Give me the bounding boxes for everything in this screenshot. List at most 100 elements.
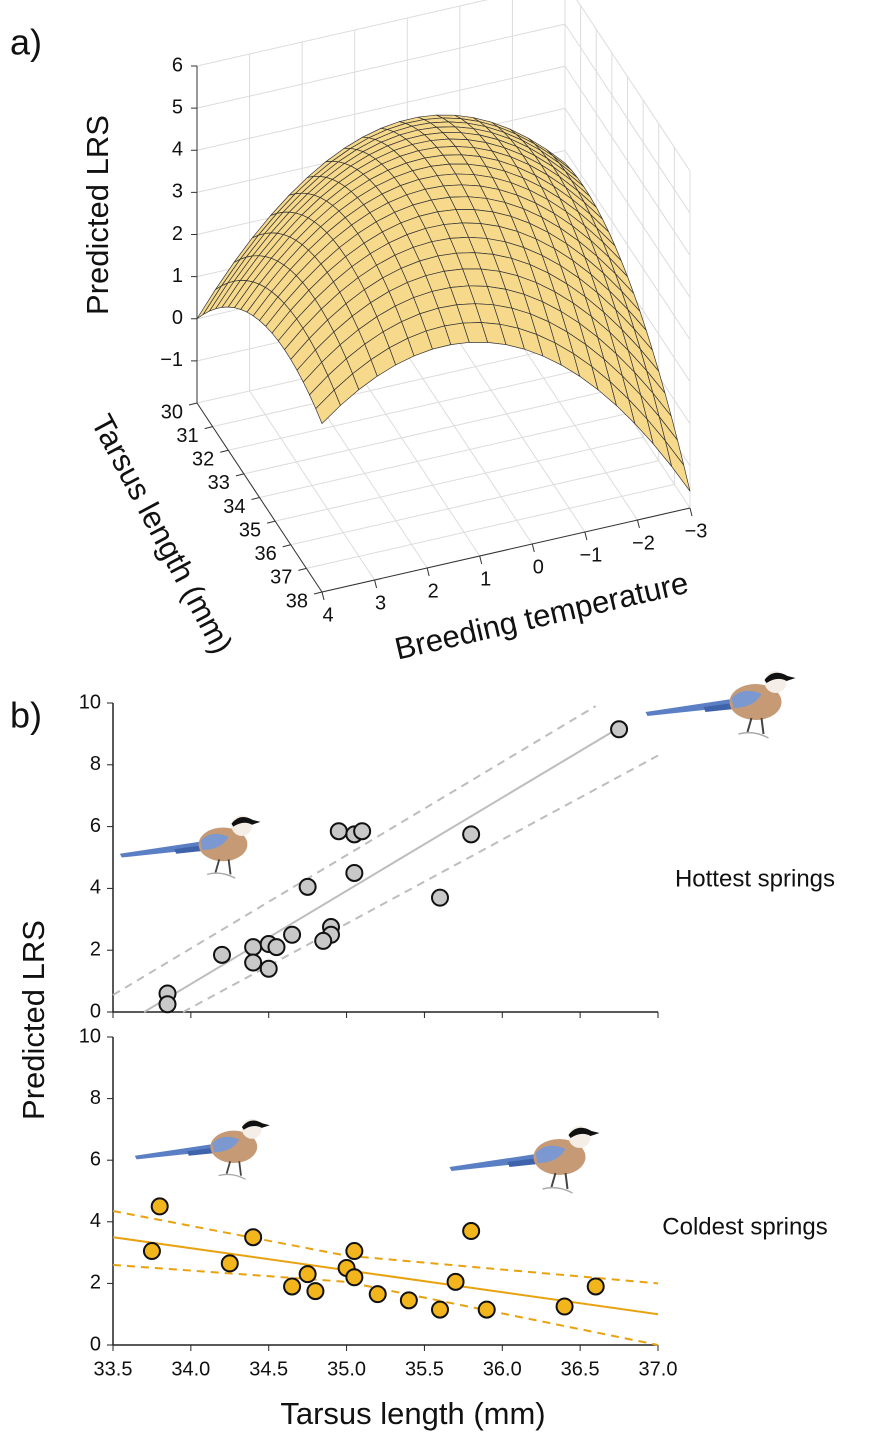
- y-tick-label: 4: [322, 604, 333, 626]
- x-tick-label: 37: [270, 567, 292, 589]
- tick-mark: [689, 507, 693, 517]
- y-tick-label: 1: [480, 568, 491, 590]
- point: [306, 1282, 325, 1301]
- point: [142, 1242, 161, 1261]
- grid-line: [196, 0, 489, 67]
- bird-illustration: [133, 1117, 271, 1181]
- x-tick-label: 31: [176, 425, 198, 447]
- point: [399, 1291, 418, 1310]
- z-tick-label: 4: [172, 139, 183, 161]
- point: [477, 1300, 496, 1319]
- point: [213, 945, 231, 964]
- point: [329, 822, 348, 841]
- point: [244, 1228, 263, 1247]
- grid-line: [212, 342, 581, 428]
- confidence-band: [112, 705, 597, 996]
- tick-mark: [251, 497, 260, 500]
- y-axis: [321, 507, 691, 593]
- y-tick-label: 0: [533, 556, 544, 578]
- point: [244, 953, 263, 972]
- x-tick-label: 37.0: [639, 1358, 678, 1380]
- x-tick-label: 36.5: [561, 1358, 600, 1380]
- grid-line: [228, 365, 597, 451]
- y-tick-label: 0: [90, 1000, 101, 1022]
- point: [220, 1254, 239, 1273]
- tick-mark: [584, 531, 588, 541]
- tick-mark: [479, 555, 483, 565]
- point: [368, 1285, 387, 1304]
- point: [267, 938, 286, 957]
- point: [555, 1297, 574, 1316]
- grid-line: [243, 389, 612, 475]
- z-tick-label: 2: [172, 223, 183, 245]
- point: [283, 1277, 302, 1296]
- panel-a: −1012345630313233343536373843210−1−2−3a)…: [10, 0, 707, 667]
- tick-mark: [321, 591, 325, 601]
- tick-mark: [235, 473, 244, 477]
- tick-mark: [374, 579, 378, 589]
- point: [586, 1277, 605, 1296]
- tick-mark: [313, 591, 323, 595]
- tick-mark: [531, 543, 535, 553]
- y-tick-label: 6: [90, 815, 101, 837]
- surface-cell: [315, 389, 341, 425]
- confidence-band: [112, 1210, 659, 1285]
- panel-label: b): [10, 695, 42, 736]
- y-tick-label: −2: [632, 532, 655, 554]
- y-tick-label: 2: [90, 938, 101, 960]
- x-axis-label: Tarsus length (mm): [280, 1396, 545, 1431]
- tick-mark: [204, 426, 213, 430]
- x-tick-label: 34: [223, 496, 245, 518]
- y-tick-label: −1: [579, 544, 602, 566]
- fit-line: [143, 726, 620, 1013]
- point: [259, 959, 278, 978]
- point: [345, 863, 364, 882]
- y-tick-label: 0: [90, 1333, 101, 1355]
- point: [150, 1197, 169, 1216]
- grid-line: [196, 65, 566, 151]
- tick-mark: [282, 544, 291, 548]
- point: [345, 1242, 364, 1261]
- panel-label: a): [10, 22, 42, 63]
- grid-line: [196, 23, 566, 109]
- bird-illustration: [118, 814, 262, 880]
- tick-mark: [267, 520, 276, 524]
- tick-mark: [298, 567, 307, 571]
- y-tick-label: 10: [79, 1025, 101, 1047]
- z-axis-label: Predicted LRS: [80, 115, 115, 315]
- point: [283, 925, 302, 944]
- z-tick-label: −1: [160, 349, 183, 371]
- point: [158, 995, 177, 1014]
- point: [431, 1300, 449, 1319]
- x-axis-label: Tarsus length (mm): [84, 409, 239, 660]
- x-tick-label: 35: [239, 519, 261, 541]
- point: [244, 938, 263, 957]
- panel-b: 0 2 4 6 8 10 Hottest springs b) Predicted LRS 0 2 4…: [10, 691, 835, 1431]
- confidence-band: [182, 754, 659, 1013]
- z-tick-label: 5: [172, 96, 183, 118]
- grid-line: [306, 483, 675, 569]
- x-tick-label: 36.0: [483, 1358, 522, 1380]
- z-tick-label: 6: [172, 54, 183, 76]
- x-tick-label: 36: [255, 543, 277, 565]
- bird-illustration: [448, 1124, 601, 1195]
- annotation: Coldest springs: [662, 1213, 827, 1240]
- y-tick-label: 4: [90, 877, 101, 899]
- x-tick-label: 33.5: [94, 1358, 133, 1380]
- y-tick-label: 8: [90, 753, 101, 775]
- tick-mark: [426, 567, 430, 577]
- tick-mark: [188, 402, 198, 406]
- point: [345, 1268, 364, 1287]
- y-tick-label: −3: [685, 520, 708, 542]
- x-tick-label: 32: [192, 449, 214, 471]
- x-tick-label: 33: [208, 472, 230, 494]
- point: [314, 931, 333, 950]
- y-tick-label: 4: [90, 1210, 101, 1232]
- y-axis-label: Predicted LRS: [16, 920, 51, 1120]
- point: [431, 888, 449, 907]
- point: [462, 825, 481, 844]
- x-tick-label: 35.5: [405, 1358, 444, 1380]
- point: [446, 1272, 465, 1291]
- y-tick-label: 3: [375, 592, 386, 614]
- x-tick-label: 34.5: [249, 1358, 288, 1380]
